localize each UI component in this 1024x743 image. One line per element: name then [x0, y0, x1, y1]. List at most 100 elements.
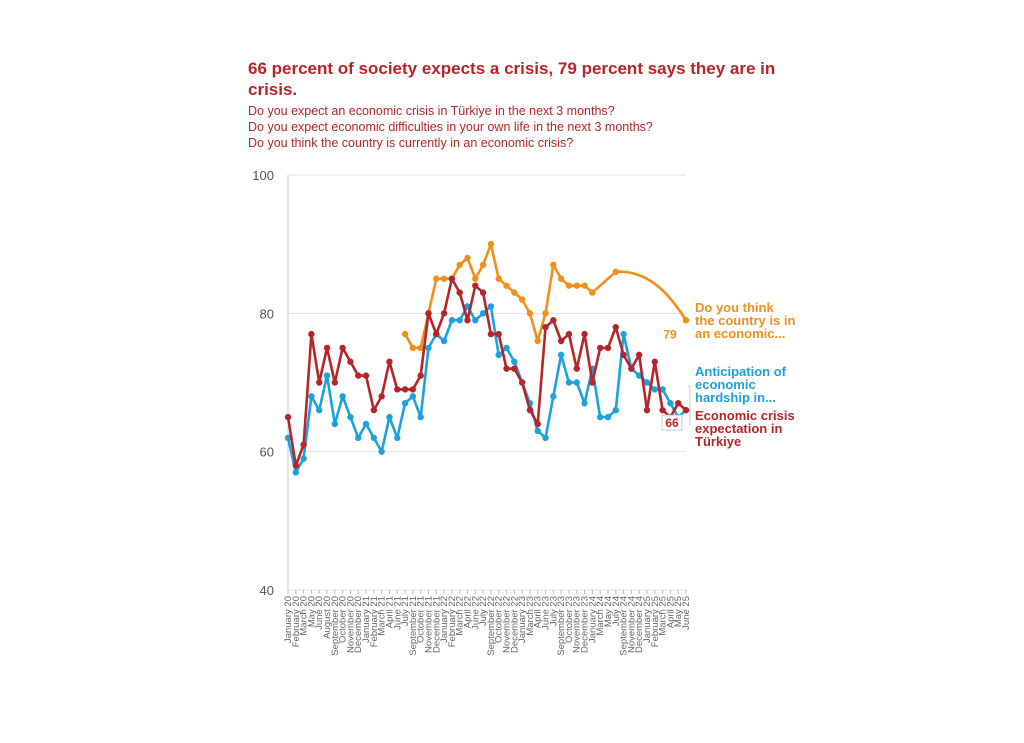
x-tick-label: February 20 [291, 596, 302, 647]
y-tick-label: 80 [260, 306, 274, 321]
data-point [620, 330, 627, 338]
data-point [550, 317, 557, 324]
data-point [479, 261, 487, 269]
x-tick-label: March 25 [658, 596, 669, 636]
data-point [378, 393, 385, 400]
end-value-label: 79 [663, 327, 677, 341]
x-tick-label: May 24 [603, 596, 614, 627]
data-point [643, 406, 651, 414]
data-point [425, 344, 432, 352]
series-end-label-line: hardship in... [695, 390, 776, 405]
data-point [557, 351, 565, 359]
data-point [292, 462, 300, 469]
data-point [542, 434, 549, 442]
x-tick-label: July 23 [548, 596, 559, 626]
data-point [323, 372, 331, 379]
data-point [487, 303, 495, 310]
x-tick-label: December 24 [634, 596, 645, 653]
data-point [284, 434, 292, 442]
x-tick-label: December 21 [431, 596, 442, 653]
data-point [308, 393, 315, 400]
data-point [401, 386, 409, 393]
grid-lines [288, 174, 686, 591]
x-tick-label: September 21 [408, 596, 419, 656]
data-point [339, 344, 346, 352]
x-tick-label: September 24 [619, 596, 630, 656]
data-point [495, 275, 502, 282]
data-point [347, 358, 354, 365]
data-point [300, 441, 307, 448]
data-point [394, 386, 401, 393]
x-tick-label: October 21 [416, 596, 427, 643]
y-tick-label: 60 [260, 445, 274, 460]
x-tick-label: November 20 [345, 596, 356, 653]
data-point [573, 379, 580, 386]
x-tick-label: April 22 [462, 596, 473, 628]
data-point [409, 344, 417, 352]
data-point [503, 344, 510, 352]
data-point [550, 261, 557, 269]
x-tick-label: March 21 [377, 596, 388, 636]
data-point [612, 406, 619, 414]
x-tick-label: October 22 [494, 596, 505, 643]
data-point [511, 289, 518, 296]
series-end-label-line: economic [695, 377, 756, 392]
data-point [417, 344, 424, 352]
data-point [667, 400, 674, 407]
data-point [362, 372, 370, 379]
data-point [581, 282, 588, 289]
data-point [464, 254, 471, 262]
data-point [534, 427, 541, 435]
data-point [440, 275, 448, 282]
data-point [394, 434, 401, 442]
data-point [581, 330, 588, 338]
x-tick-label: April 25 [665, 596, 676, 628]
label-connector [688, 385, 691, 426]
x-tick-label: October 20 [338, 596, 349, 643]
x-tick-label: October 23 [564, 596, 575, 643]
data-point [362, 420, 370, 428]
data-point [682, 406, 690, 414]
data-point [472, 275, 479, 282]
chart-title: 66 percent of society expects a crisis, … [248, 59, 776, 99]
x-tick-label: December 20 [353, 596, 364, 653]
x-tick-label: November 22 [502, 596, 513, 653]
x-tick-label: July 24 [611, 596, 622, 626]
x-tick-label: July 22 [478, 596, 489, 626]
series-end-label-line: the country is in [695, 313, 795, 328]
x-tick-label: June 22 [470, 596, 481, 630]
data-point [565, 282, 573, 289]
x-tick-label: January 25 [642, 596, 653, 643]
x-tick-label: June 21 [392, 596, 403, 630]
series-end-label: Anticipation of economic hardship in... [695, 364, 787, 405]
x-tick-label: January 23 [517, 596, 528, 643]
data-point [659, 386, 666, 393]
series-line [286, 305, 687, 474]
x-tick-label: June 25 [681, 596, 692, 630]
data-point [417, 372, 424, 379]
data-point [651, 358, 658, 365]
data-point [534, 420, 541, 428]
data-point [370, 434, 378, 442]
data-point [386, 358, 393, 365]
series-end-label-line: Do you think [695, 300, 774, 315]
data-point [565, 379, 573, 386]
data-point [433, 275, 440, 282]
data-point [378, 448, 385, 455]
data-point [581, 400, 588, 407]
data-point [370, 406, 378, 414]
data-point [456, 317, 463, 324]
x-tick-label: February 22 [447, 596, 458, 647]
series-end-label-line: Economic crisis [695, 408, 795, 423]
series-lines [284, 240, 690, 476]
data-point [355, 434, 362, 442]
data-point [448, 317, 456, 324]
data-point [472, 317, 479, 324]
data-point [339, 393, 346, 400]
data-point [440, 337, 448, 345]
data-point [487, 240, 495, 248]
x-tick-label: July 21 [400, 596, 411, 626]
data-point [518, 296, 526, 303]
